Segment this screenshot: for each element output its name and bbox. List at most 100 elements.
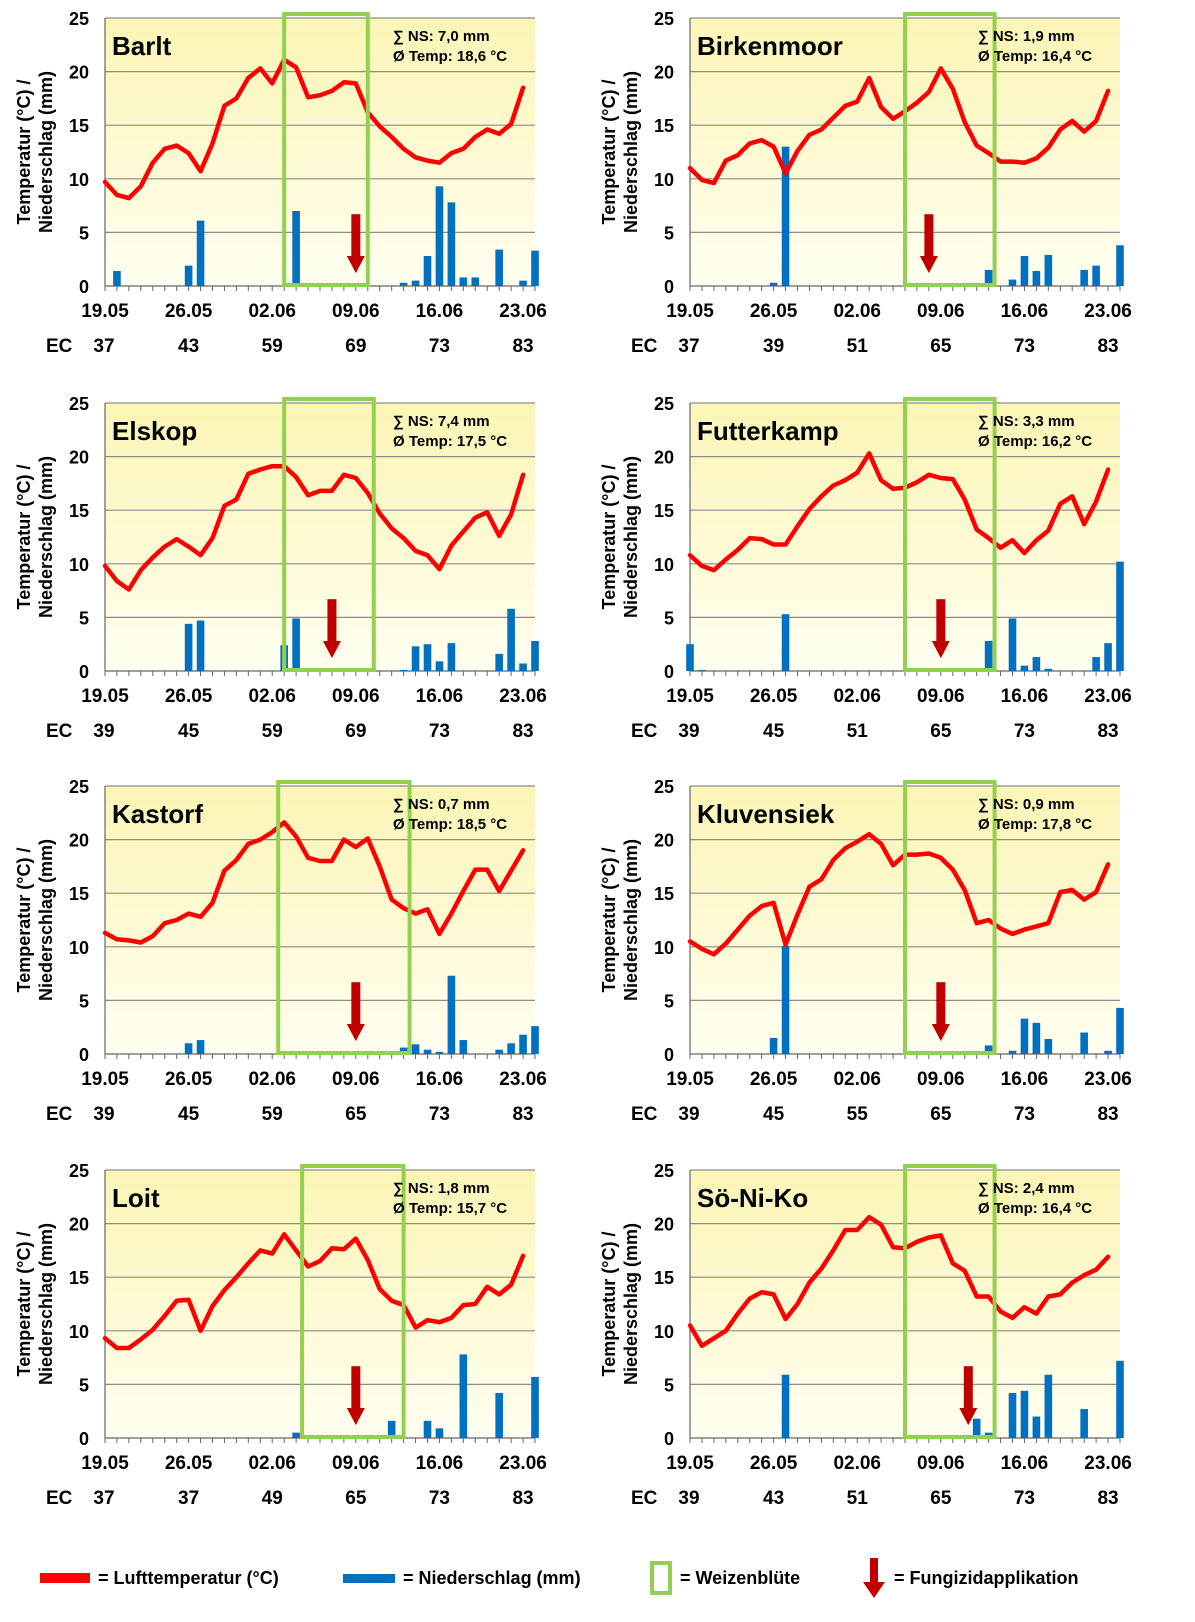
ec-stage: 65	[930, 336, 952, 357]
precipitation-bar	[435, 661, 444, 671]
mean-temperature: Ø Temp: 16,4 °C	[978, 1200, 1092, 1217]
precipitation-bar	[423, 1049, 432, 1054]
precipitation-bar	[769, 1037, 778, 1054]
y-axis-label: Temperatur (°C) / Niederschlag (mm)	[599, 71, 641, 233]
ec-stage: 37	[93, 336, 114, 357]
station-name: Sö-Ni-Ko	[697, 1183, 808, 1213]
y-tick-label: 5	[79, 991, 89, 1011]
precipitation-bar	[507, 1043, 515, 1054]
precipitation-bar	[184, 265, 193, 286]
precipitation-bar	[495, 1392, 503, 1438]
y-axis-label: Temperatur (°C) / Niederschlag (mm)	[14, 71, 56, 233]
precipitation-bar	[459, 1040, 468, 1054]
ec-stage: 39	[678, 1104, 699, 1125]
ec-stage: 43	[763, 1488, 784, 1509]
fungicide-arrow-icon	[346, 1366, 365, 1426]
y-tick-label: 20	[654, 448, 674, 468]
precipitation-bar	[1032, 270, 1041, 286]
precipitation-bar	[495, 1049, 503, 1054]
ec-stage: 51	[847, 1488, 869, 1509]
precipitation-bar	[423, 644, 432, 671]
legend-temperature-label: = Lufttemperatur (°C)	[98, 1567, 279, 1588]
precipitation-bar	[1104, 643, 1112, 671]
y-axis-label-line-1: Temperatur (°C) /	[14, 848, 34, 993]
y-tick-label: 0	[664, 1045, 674, 1065]
precipitation-bar	[1080, 1409, 1088, 1438]
y-tick-label: 25	[654, 777, 674, 797]
ec-stage: 73	[1014, 336, 1035, 357]
y-tick-label: 20	[69, 63, 89, 83]
bloom-window	[903, 12, 997, 287]
precipitation-sum: ∑ NS: 2,4 mm	[978, 1180, 1075, 1197]
ec-stage: 73	[1014, 721, 1035, 742]
y-axis-label-line-2: Niederschlag (mm)	[621, 456, 641, 618]
y-tick-label: 5	[664, 991, 674, 1011]
fungicide-arrow-icon	[931, 599, 950, 659]
y-axis-label-line-1: Temperatur (°C) /	[599, 80, 619, 225]
x-tick-label: 16.06	[416, 301, 464, 322]
station-name: Loit	[112, 1183, 160, 1213]
x-tick-label: 02.06	[833, 1453, 881, 1474]
ec-stage: 65	[930, 1488, 952, 1509]
ec-stage: 43	[178, 336, 199, 357]
mean-temperature: Ø Temp: 17,5 °C	[393, 433, 507, 450]
ec-stage: 73	[429, 721, 450, 742]
chart-panel-7: 0 5 10 15 20 25 Loit ∑ NS: 1,8 mm Ø Temp: 15,7 °…	[0, 1152, 580, 1537]
ec-stage: 39	[763, 336, 784, 357]
x-tick-label: 19.05	[81, 686, 129, 707]
fungicide-arrow-icon	[919, 214, 938, 274]
ec-stage: 39	[678, 721, 699, 742]
chart-panel-4: 0 5 10 15 20 25 Futterkamp ∑ NS: 3,3 mm Ø Temp: …	[585, 385, 1165, 770]
ec-stage: 65	[345, 1104, 367, 1125]
precipitation-bar	[531, 250, 539, 286]
chart-panel-5: 0 5 10 15 20 25 Kastorf ∑ NS: 0,7 mm Ø Temp: 18,…	[0, 768, 580, 1153]
precipitation-bar	[1092, 657, 1100, 671]
y-axis-label-line-2: Niederschlag (mm)	[36, 71, 56, 233]
precipitation-bar	[292, 1432, 300, 1438]
ec-stage: 45	[178, 721, 200, 742]
x-tick-label: 09.06	[917, 1453, 965, 1474]
x-tick-label: 19.05	[81, 301, 129, 322]
ec-stage: 83	[1097, 1104, 1118, 1125]
precipitation-bar	[531, 1026, 539, 1054]
y-axis-label-line-2: Niederschlag (mm)	[621, 71, 641, 233]
ec-stage: 51	[847, 721, 869, 742]
precipitation-bar	[984, 1045, 993, 1054]
temperature-line	[102, 820, 526, 945]
precipitation-bar	[196, 620, 205, 671]
precipitation-bar	[519, 1034, 527, 1054]
precipitation-bar	[1032, 1022, 1041, 1054]
x-tick-label: 19.05	[81, 1453, 129, 1474]
x-tick-label: 26.05	[750, 1453, 798, 1474]
precipitation-bar	[459, 1354, 468, 1438]
ec-stage: 83	[1097, 336, 1118, 357]
temperature-line	[687, 66, 1111, 186]
station-name: Futterkamp	[697, 416, 839, 446]
y-tick-label: 10	[654, 938, 674, 958]
x-tick-label: 26.05	[750, 686, 798, 707]
precipitation-bar	[519, 280, 527, 286]
y-tick-label: 20	[654, 63, 674, 83]
y-axis-label-line-1: Temperatur (°C) /	[599, 848, 619, 993]
y-tick-label: 0	[79, 1429, 89, 1449]
x-tick-label: 26.05	[165, 1453, 213, 1474]
legend-precipitation-label: = Niederschlag (mm)	[403, 1567, 581, 1588]
plot-area	[105, 18, 535, 286]
chart-panel-8: 0 5 10 15 20 25 Sö-Ni-Ko ∑ NS: 2,4 mm Ø Temp: 16…	[585, 1152, 1165, 1537]
x-tick-label: 02.06	[248, 686, 296, 707]
y-tick-label: 15	[654, 1268, 674, 1288]
y-axis-label-line-1: Temperatur (°C) /	[599, 465, 619, 610]
precipitation-bar	[399, 1047, 408, 1054]
y-axis-label-line-2: Niederschlag (mm)	[621, 1223, 641, 1385]
ec-stage: 65	[930, 1104, 952, 1125]
precipitation-bar	[459, 277, 468, 286]
y-tick-label: 5	[664, 223, 674, 243]
y-tick-label: 5	[664, 1375, 674, 1395]
x-tick-label: 23.06	[499, 1069, 547, 1090]
precipitation-sum: ∑ NS: 7,4 mm	[393, 413, 490, 430]
y-tick-label: 10	[69, 1322, 89, 1342]
x-tick-label: 09.06	[332, 686, 380, 707]
x-tick-label: 23.06	[499, 686, 547, 707]
y-tick-label: 25	[654, 1161, 674, 1181]
y-axis-label: Temperatur (°C) / Niederschlag (mm)	[599, 839, 641, 1001]
